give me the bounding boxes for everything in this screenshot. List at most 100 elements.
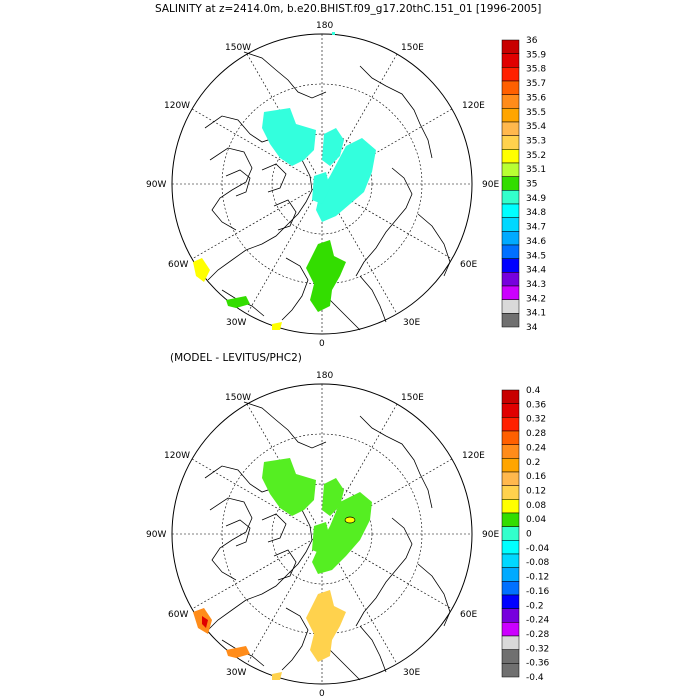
coastlines: [204, 401, 451, 681]
colorbar-tick-label: -0.12: [526, 573, 549, 583]
colorbar-swatch: [501, 176, 520, 191]
colorbar-swatch: [501, 258, 520, 273]
colorbar-tick-label: 34.8: [526, 208, 546, 218]
colorbar-swatch: [501, 622, 520, 637]
colorbar-tick-label: -0.36: [526, 659, 550, 669]
colorbar-swatch: [501, 135, 520, 150]
difference-field-green: [262, 458, 372, 574]
colorbar-swatch: [501, 108, 520, 123]
colorbar-swatch: [501, 162, 520, 177]
lon-label-30w: 30W: [226, 668, 246, 678]
colorbar-swatch: [501, 526, 520, 541]
lon-label-150w: 150W: [225, 393, 251, 403]
salinity-dot: [332, 32, 335, 35]
colorbar-tick-label: 35.7: [526, 79, 546, 89]
colorbar-swatch: [501, 512, 520, 527]
colorbar-swatch: [501, 299, 520, 314]
difference-polar-map: 180 0 90W 90E 150W 120W 150E 120E 60W 30…: [146, 371, 550, 699]
lon-label-90w: 90W: [146, 180, 166, 190]
colorbar-tick-label: 34.3: [526, 280, 546, 290]
lon-label-150w: 150W: [225, 43, 251, 53]
panel1-title: SALINITY at z=2414.0m, b.e20.BHIST.f09_g…: [155, 3, 542, 15]
colorbar-swatch: [501, 444, 520, 459]
colorbar-swatch: [501, 553, 520, 568]
lon-label-120w: 120W: [164, 101, 190, 111]
colorbar-tick-label: 35.5: [526, 108, 546, 118]
colorbar-swatch: [501, 203, 520, 218]
colorbar-swatch: [501, 272, 520, 287]
colorbar-tick-label: 34: [526, 323, 538, 333]
difference-field-orange: [193, 608, 250, 658]
salinity-field-green-small: [226, 296, 250, 308]
colorbar-tick-label: 34.6: [526, 237, 546, 247]
colorbar-tick-label: -0.08: [526, 558, 550, 568]
colorbar-tick-label: 0.08: [526, 501, 546, 511]
lon-label-30e: 30E: [403, 318, 420, 328]
colorbar-tick-label: 35.1: [526, 165, 546, 175]
coastlines: [204, 51, 451, 331]
colorbar-tick-label: 35.6: [526, 93, 546, 103]
panel2-title: (MODEL - LEVITUS/PHC2): [170, 352, 302, 364]
colorbar-tick-label: 35.9: [526, 50, 546, 60]
lon-label-120w: 120W: [164, 451, 190, 461]
colorbar-swatch: [501, 663, 520, 678]
colorbar-tick-label: -0.32: [526, 644, 549, 654]
difference-field-gold: [272, 590, 346, 680]
colorbar-swatch: [501, 403, 520, 418]
colorbar-swatch: [501, 649, 520, 664]
lon-label-30w: 30W: [226, 318, 246, 328]
colorbar-swatch: [501, 39, 520, 54]
colorbar-swatch: [501, 608, 520, 623]
colorbar-swatch: [501, 540, 520, 555]
colorbar-swatch: [501, 121, 520, 136]
colorbar-swatch: [501, 471, 520, 486]
lon-label-60w: 60W: [168, 260, 188, 270]
colorbar-swatch: [501, 94, 520, 109]
colorbar-tick-label: 35.2: [526, 151, 546, 161]
colorbar-swatch: [501, 217, 520, 232]
lon-label-90e: 90E: [482, 530, 499, 540]
colorbar-tick-label: 0.2: [526, 458, 540, 468]
lon-label-90w: 90W: [146, 530, 166, 540]
salinity-field-green: [306, 240, 346, 312]
difference-contour-positive: [344, 516, 356, 524]
colorbar-difference: 0.4 0.36 0.32 0.28 0.24 0.2 0.16 0.12 0.08 0.04 0 -…: [501, 386, 550, 683]
lon-label-150e: 150E: [401, 393, 424, 403]
colorbar-tick-label: 34.2: [526, 294, 546, 304]
colorbar-swatch: [501, 231, 520, 246]
colorbar-swatch: [501, 567, 520, 582]
colorbar-tick-label: 34.1: [526, 309, 546, 319]
colorbar-swatch: [501, 430, 520, 445]
lon-label-60e: 60E: [460, 260, 477, 270]
colorbar-swatch: [501, 313, 520, 328]
lon-label-0: 0: [319, 689, 325, 699]
colorbar-swatch: [501, 80, 520, 95]
colorbar-tick-label: 0.36: [526, 400, 546, 410]
colorbar-tick-label: 34.7: [526, 223, 546, 233]
salinity-polar-map: 180 0 90W 90E 150W 120W 150E 120E 60W 30…: [146, 21, 546, 349]
colorbar-tick-label: 34.9: [526, 194, 546, 204]
colorbar-tick-label: -0.16: [526, 587, 550, 597]
colorbar-tick-label: 0.28: [526, 429, 546, 439]
lon-label-180: 180: [316, 21, 333, 31]
lon-label-120e: 120E: [462, 101, 485, 111]
lon-label-120e: 120E: [462, 451, 485, 461]
colorbar-tick-label: 0.12: [526, 486, 546, 496]
colorbar-swatch: [501, 285, 520, 300]
colorbar-tick-label: 0.32: [526, 415, 546, 425]
colorbar-swatch: [501, 485, 520, 500]
colorbar-swatch: [501, 635, 520, 650]
colorbar-swatch: [501, 149, 520, 164]
colorbar-tick-label: 0: [526, 530, 532, 540]
colorbar-tick-label: 0.16: [526, 472, 546, 482]
colorbar-tick-label: -0.4: [526, 673, 544, 683]
colorbar-swatch: [501, 458, 520, 473]
lon-label-60w: 60W: [168, 610, 188, 620]
colorbar-swatch: [501, 190, 520, 205]
colorbar-swatch: [501, 389, 520, 404]
colorbar-swatch: [501, 499, 520, 514]
colorbar-tick-label: 0.24: [526, 443, 546, 453]
colorbar-swatch: [501, 594, 520, 609]
colorbar-tick-label: -0.28: [526, 630, 550, 640]
lon-label-0: 0: [319, 339, 325, 349]
